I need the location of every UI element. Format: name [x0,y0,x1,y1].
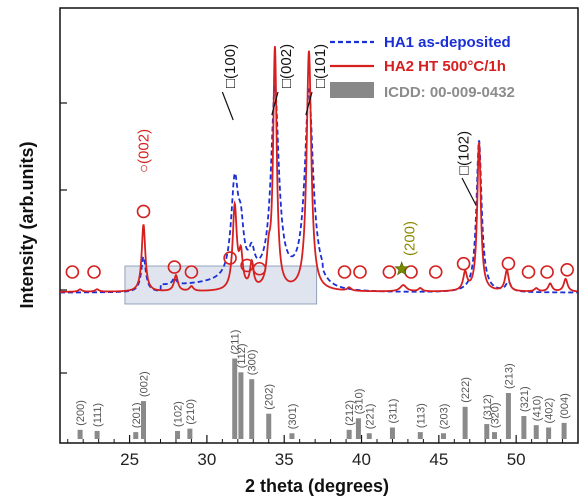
reference-bar-label: (312) [482,394,494,420]
reference-bar-label: (300) [247,350,259,376]
x-tick-label: 35 [275,450,294,469]
peak-annotation: □(101) [312,44,329,88]
reference-bar-label: (211) [230,330,242,355]
reference-bar-label: (321) [519,386,531,412]
reference-bar-label: (002) [138,371,150,397]
reference-bar [417,432,423,439]
circle-marker [87,265,101,279]
reference-bar-label: (004) [559,393,571,419]
reference-bar-label: (111) [92,403,104,427]
reference-bar [546,427,552,439]
series-line-ha2-ht-500-c-1h [60,46,578,293]
reference-bar [505,393,511,439]
reference-bar [533,425,539,439]
circle-marker [428,265,443,279]
x-tick-label: 30 [197,450,216,469]
reference-bar-label: (221) [364,404,376,430]
reference-bar [462,406,468,439]
reference-bar-label: (301) [287,404,299,430]
peak-annotation: (200) [401,221,418,256]
reference-bar [77,429,83,439]
legend-swatch [330,82,374,98]
circle-marker [252,261,267,276]
reference-bar [389,427,395,439]
peak-annotation: □(002) [278,44,295,88]
reference-bar-label: (311) [387,399,399,424]
reference-bar [94,430,100,439]
reference-bar [346,429,352,439]
reference-bar-label: (113) [415,403,427,428]
circle-marker [540,265,554,279]
reference-bar-label: (212) [344,400,356,426]
circle-marker [136,204,151,219]
reference-bar [440,433,446,439]
reference-bar-label: (222) [460,377,472,403]
legend-label: HA2 HT 500°C/1h [384,58,506,75]
legend-label: ICDD: 00-009-0432 [384,84,515,101]
reference-bar [521,416,527,439]
reference-bar [238,372,244,439]
circle-marker [456,256,471,271]
x-axis-title: 2 theta (degrees) [245,476,389,496]
reference-bar-label: (102) [173,401,185,427]
annotation-arrow [305,91,313,116]
reference-bar-label: (402) [544,398,556,424]
x-tick-label: 40 [352,450,371,469]
reference-bar-label: (203) [438,404,450,430]
legend-label: HA1 as-deposited [384,34,511,51]
reference-bar-label: (202) [264,384,276,410]
reference-bar-label: (410) [531,396,543,422]
reference-bar [266,413,272,439]
circle-marker [382,265,397,279]
reference-bar-label: (213) [503,363,515,389]
reference-bar [355,418,361,439]
circle-marker [560,262,574,277]
reference-bar [289,433,295,439]
circle-marker [353,265,367,279]
annotation-arrow [271,91,279,116]
circle-marker [521,265,536,279]
circle-marker [184,265,199,279]
reference-bar-label: (310) [353,389,365,415]
y-axis-title: Intensity (arb.units) [17,141,37,308]
reference-bar [484,424,490,439]
annotation-arrow [461,177,477,206]
series-line-ha1-as-deposited [60,84,578,294]
reference-bar [561,422,567,439]
reference-bar [232,358,238,439]
peak-annotation: ○(002) [135,129,152,173]
reference-bar [133,432,139,439]
reference-bar-label: (112) [236,343,248,368]
reference-bar-label: (210) [185,399,197,425]
reference-bar-label: (320) [490,402,502,428]
reference-bar [187,428,193,439]
reference-bar [140,401,146,439]
reference-bar-label: (200) [75,400,87,426]
circle-marker [240,258,254,273]
x-tick-label: 45 [429,450,448,469]
x-tick-label: 25 [120,450,139,469]
reference-bar-label: (201) [131,402,143,428]
reference-bar [249,379,255,439]
reference-bar [175,430,181,439]
x-tick-label: 50 [507,450,526,469]
reference-bar [366,433,372,439]
annotation-arrow [221,91,234,121]
circle-marker [167,260,182,274]
circle-marker [501,256,516,271]
peak-annotation: □(100) [222,44,239,88]
plot-frame [59,7,579,444]
circle-marker [65,265,80,279]
peak-annotation: □(102) [456,131,473,175]
circle-marker [223,251,237,265]
star-marker [394,261,410,276]
reference-bar [492,432,498,439]
circle-marker [337,265,352,279]
